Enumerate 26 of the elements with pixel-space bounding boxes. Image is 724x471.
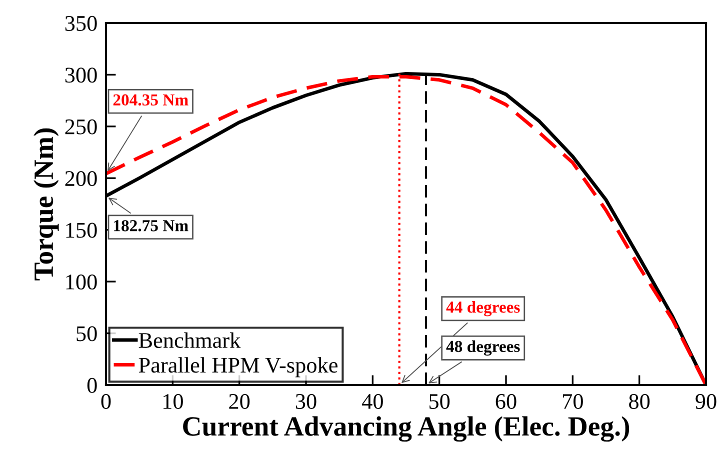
x-axis-title: Current Advancing Angle (Elec. Deg.) [183, 416, 630, 442]
annotation: 182.75 Nm [114, 220, 188, 232]
x-tick-label: 30 [296, 394, 316, 409]
x-tick-label: 70 [563, 394, 583, 409]
annotation: 204.35 Nm [113, 94, 188, 106]
y-tick-label: 150 [66, 222, 97, 238]
x-tick-label: 10 [164, 394, 183, 409]
x-tick-label: 60 [496, 394, 516, 409]
x-tick-label: 50 [430, 394, 450, 409]
y-tick-label: 0 [87, 378, 97, 393]
y-tick-label: 300 [65, 68, 97, 83]
y-tick-label: 100 [66, 274, 97, 290]
y-tick-label: 50 [76, 326, 97, 342]
x-tick-label: 20 [229, 394, 250, 409]
y-tick-label: 200 [65, 171, 97, 186]
y-tick-label: 350 [65, 16, 97, 31]
x-tick-label: 40 [362, 394, 383, 409]
annotation: 44 degrees [446, 301, 520, 316]
legend-label: Parallel HPM V-spoke [138, 357, 338, 378]
x-tick-label: 80 [629, 394, 650, 409]
legend-label: Benchmark [138, 332, 241, 348]
annotation: 48 degrees [446, 340, 520, 356]
y-tick-label: 250 [65, 119, 97, 134]
y-axis-title: Torque (Nm) [34, 128, 59, 280]
x-tick-label: 0 [101, 394, 111, 409]
x-tick-label: 90 [696, 394, 716, 409]
